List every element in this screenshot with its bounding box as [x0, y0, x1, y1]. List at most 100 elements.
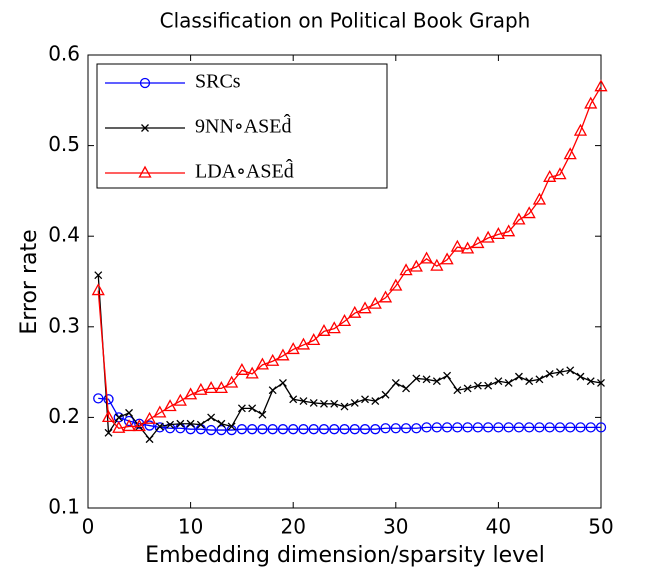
x-tick-label: 40: [486, 515, 511, 539]
legend-marker: [139, 77, 151, 89]
point: [318, 424, 330, 435]
point: [225, 375, 239, 388]
point: [237, 404, 246, 413]
point: [166, 420, 175, 429]
legend-label: 9NN∘ASEd̂: [195, 113, 291, 138]
point: [358, 301, 372, 314]
point: [204, 381, 218, 394]
point: [432, 377, 441, 386]
point: [307, 333, 321, 346]
point: [258, 410, 267, 419]
x-tick-label: 20: [280, 515, 305, 539]
point: [217, 419, 226, 428]
point: [411, 423, 422, 434]
legend-marker: [138, 165, 152, 178]
point: [512, 212, 526, 225]
y-tick-label: 0.2: [48, 404, 80, 428]
point: [522, 206, 536, 219]
point: [144, 420, 155, 431]
point: [245, 366, 259, 379]
point: [235, 362, 249, 375]
point: [184, 387, 198, 400]
point: [484, 381, 493, 390]
point: [267, 424, 278, 435]
point: [266, 353, 280, 366]
point: [513, 422, 525, 433]
point: [248, 404, 257, 413]
point: [317, 323, 331, 336]
point: [400, 423, 412, 434]
point: [268, 386, 277, 395]
point: [380, 423, 391, 434]
x-tick-label: 10: [178, 515, 203, 539]
point: [349, 424, 360, 435]
point: [207, 413, 216, 422]
point: [462, 422, 473, 433]
point: [163, 399, 177, 412]
point: [545, 369, 554, 378]
point: [389, 278, 403, 291]
point: [142, 411, 157, 424]
legend-label: SRCs: [195, 71, 241, 93]
point: [289, 395, 298, 404]
point: [101, 410, 116, 423]
point: [298, 424, 309, 435]
point: [368, 296, 382, 309]
point: [132, 419, 146, 432]
point: [255, 357, 270, 370]
point: [176, 419, 185, 428]
point: [597, 379, 605, 387]
legend-label: LDA∘ASEd̂: [195, 158, 294, 183]
point: [450, 239, 464, 252]
point: [441, 422, 453, 433]
legend-marker: [141, 124, 149, 132]
point: [381, 390, 390, 399]
point: [473, 381, 482, 390]
x-axis-label: Embedding dimension/sparsity level: [145, 543, 545, 567]
point: [525, 377, 534, 386]
point: [556, 368, 564, 377]
x-tick-label: 0: [82, 515, 95, 539]
point: [94, 271, 103, 280]
point: [154, 422, 165, 433]
point: [104, 428, 113, 437]
point: [145, 435, 154, 444]
point: [320, 399, 328, 408]
point: [461, 241, 475, 254]
point: [153, 405, 167, 418]
point: [443, 371, 452, 380]
point: [524, 422, 535, 433]
point: [493, 422, 504, 433]
point: [340, 402, 349, 411]
point: [103, 394, 114, 405]
x-tick-label: 50: [588, 515, 613, 539]
point: [205, 424, 217, 436]
point: [122, 419, 136, 432]
point: [440, 252, 454, 265]
point: [123, 415, 135, 427]
point: [155, 422, 164, 431]
point: [391, 379, 400, 387]
point: [535, 375, 544, 384]
point: [471, 236, 485, 249]
point: [277, 424, 289, 435]
y-tick-label: 0.3: [48, 313, 80, 337]
point: [419, 251, 434, 264]
point: [196, 420, 205, 429]
point: [257, 424, 268, 435]
point: [472, 422, 484, 433]
point: [409, 259, 423, 272]
point: [402, 384, 411, 393]
point: [453, 386, 462, 395]
point: [114, 413, 123, 422]
point: [276, 348, 290, 361]
point: [247, 424, 258, 435]
point: [481, 230, 495, 243]
point: [543, 169, 557, 182]
y-tick-label: 0.4: [48, 223, 80, 247]
point: [584, 96, 598, 109]
point: [327, 321, 341, 334]
point: [554, 422, 566, 433]
point: [390, 423, 401, 434]
point: [575, 422, 586, 433]
